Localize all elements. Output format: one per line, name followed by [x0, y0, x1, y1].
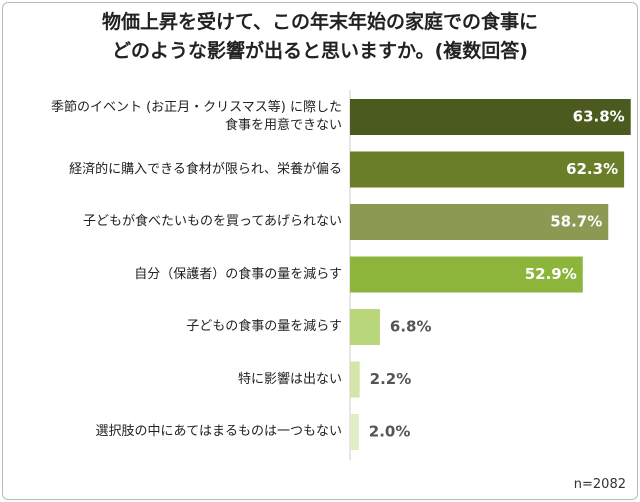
- bar: [350, 361, 360, 398]
- sample-note: n=2082: [573, 477, 626, 492]
- bar: [350, 256, 583, 293]
- value-label: 58.7%: [550, 213, 602, 231]
- bar: [350, 151, 625, 188]
- category-label: 自分（保護者）の食事の量を減らす: [134, 266, 342, 282]
- bar: [350, 204, 609, 240]
- category-label: 特に影響は出ない: [237, 371, 342, 387]
- value-label: 62.3%: [566, 160, 618, 178]
- chart-title: 物価上昇を受けて、この年末年始の家庭での食事に どのような影響が出ると思いますか…: [101, 11, 539, 62]
- value-label: 6.8%: [390, 318, 432, 336]
- value-label: 2.0%: [369, 423, 411, 441]
- category-label: 子どもが食べたいものを買ってあげられない: [83, 214, 342, 229]
- value-label: 52.9%: [525, 265, 577, 283]
- bar: [350, 309, 380, 345]
- category-label: 選択肢の中にあてはまるものは一つもない: [95, 424, 342, 439]
- category-label: 季節のイベント (お正月・クリスマス等) に際した 食事を用意できない: [50, 100, 342, 133]
- category-label: 経済的に購入できる食材が限られ、栄養が偏る: [69, 161, 342, 177]
- category-label: 子どもの食事の量を減らす: [186, 319, 342, 334]
- value-label: 63.8%: [573, 108, 625, 126]
- bar: [350, 414, 359, 450]
- bar: [350, 99, 631, 135]
- value-label: 2.2%: [370, 370, 412, 388]
